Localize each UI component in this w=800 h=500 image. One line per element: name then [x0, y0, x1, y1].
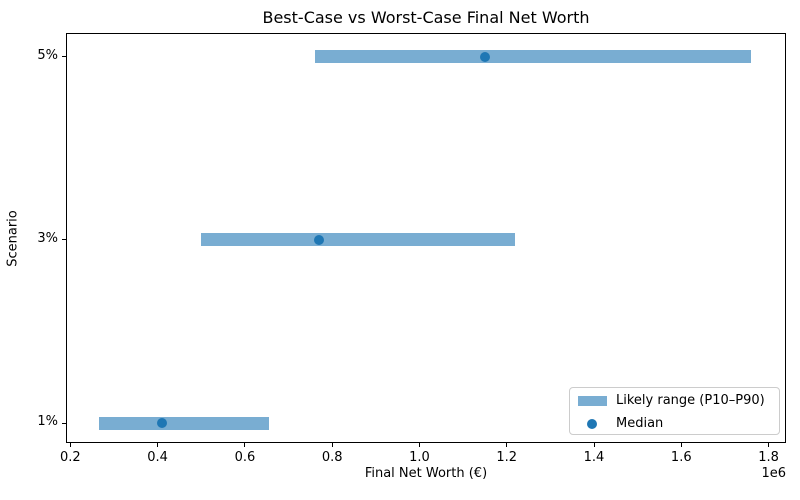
x-tick-mark: [244, 443, 246, 447]
range-patch-icon: [578, 396, 607, 406]
legend: Likely range (P10–P90) Median: [569, 387, 780, 435]
median-dot-icon: [587, 419, 597, 429]
y-tick-label: 5%: [37, 47, 58, 63]
x-tick-mark: [593, 443, 595, 447]
x-tick-label: 0.2: [60, 450, 81, 465]
x-tick-mark: [69, 443, 71, 447]
x-tick-label: 0.4: [147, 450, 168, 465]
legend-label-median: Median: [616, 416, 664, 431]
x-axis-offset-label: 1e6: [761, 466, 786, 481]
x-tick-mark: [418, 443, 420, 447]
legend-item-median: Median: [570, 412, 781, 436]
x-tick-label: 1.4: [583, 450, 605, 465]
y-axis-label: Scenario: [5, 210, 21, 267]
x-tick-label: 1.6: [670, 450, 692, 465]
x-tick-mark: [331, 443, 333, 447]
legend-item-range: Likely range (P10–P90): [570, 389, 781, 413]
x-tick-label: 0.6: [234, 450, 256, 465]
plot-area: [66, 33, 786, 443]
chart-title: Best-Case vs Worst-Case Final Net Worth: [262, 8, 590, 27]
x-tick-label: 0.8: [321, 450, 343, 465]
x-tick-mark: [157, 443, 159, 447]
y-tick-label: 1%: [37, 414, 58, 429]
x-tick-label: 1.8: [758, 450, 779, 465]
y-tick-label: 3%: [37, 230, 58, 246]
x-tick-mark: [680, 443, 682, 447]
legend-label-range: Likely range (P10–P90): [616, 393, 765, 408]
x-tick-label: 1.2: [496, 450, 518, 465]
x-tick-label: 1.0: [409, 450, 430, 465]
x-tick-mark: [768, 443, 770, 447]
x-axis-label: Final Net Worth (€): [364, 466, 488, 481]
x-tick-mark: [506, 443, 508, 447]
